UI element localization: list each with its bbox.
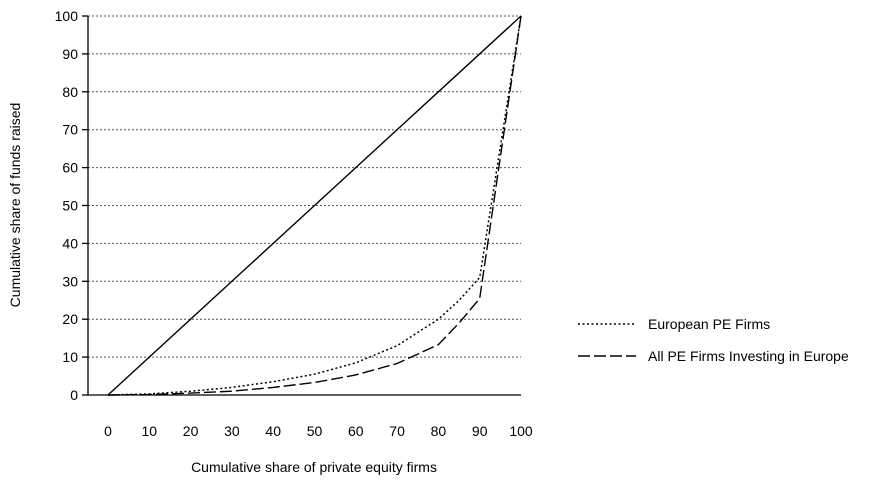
x-tick-label: 20 bbox=[183, 423, 199, 439]
legend: European PE Firms All PE Firms Investing … bbox=[578, 316, 849, 364]
y-tick-label: 10 bbox=[62, 349, 78, 365]
y-tick-label: 90 bbox=[62, 46, 78, 62]
x-tick-label: 70 bbox=[389, 423, 405, 439]
x-tick-labels: 0 10 20 30 40 50 60 70 80 90 100 bbox=[104, 423, 533, 439]
reference-line-layer bbox=[107, 15, 522, 396]
legend-label-1: European PE Firms bbox=[648, 316, 770, 332]
y-tick-label: 60 bbox=[62, 160, 78, 176]
y-tick-label: 100 bbox=[55, 8, 79, 24]
y-tick-label: 0 bbox=[70, 387, 78, 403]
x-tick-label: 80 bbox=[431, 423, 447, 439]
legend-label-2: All PE Firms Investing in Europe bbox=[648, 348, 849, 364]
y-tick-label: 50 bbox=[62, 198, 78, 214]
y-tick-label: 70 bbox=[62, 122, 78, 138]
y-tick-label: 20 bbox=[62, 311, 78, 327]
y-tick-label: 30 bbox=[62, 273, 78, 289]
x-tick-label: 40 bbox=[265, 423, 281, 439]
x-tick-label: 0 bbox=[104, 423, 112, 439]
x-tick-label: 100 bbox=[509, 423, 533, 439]
equality-line bbox=[107, 15, 522, 396]
x-axis-title: Cumulative share of private equity firms bbox=[191, 459, 437, 475]
x-tick-label: 60 bbox=[348, 423, 364, 439]
x-tick-label: 50 bbox=[307, 423, 323, 439]
y-axis-title: Cumulative share of funds raised bbox=[7, 103, 23, 308]
series-line-2 bbox=[107, 15, 522, 396]
gridlines bbox=[88, 15, 521, 358]
y-tick-labels: 0 10 20 30 40 50 60 70 80 90 100 bbox=[55, 8, 88, 403]
x-tick-label: 10 bbox=[142, 423, 158, 439]
x-tick-label: 90 bbox=[472, 423, 488, 439]
x-tick-label: 30 bbox=[224, 423, 240, 439]
y-tick-label: 80 bbox=[62, 84, 78, 100]
y-tick-label: 40 bbox=[62, 235, 78, 251]
series-layer bbox=[107, 15, 522, 396]
